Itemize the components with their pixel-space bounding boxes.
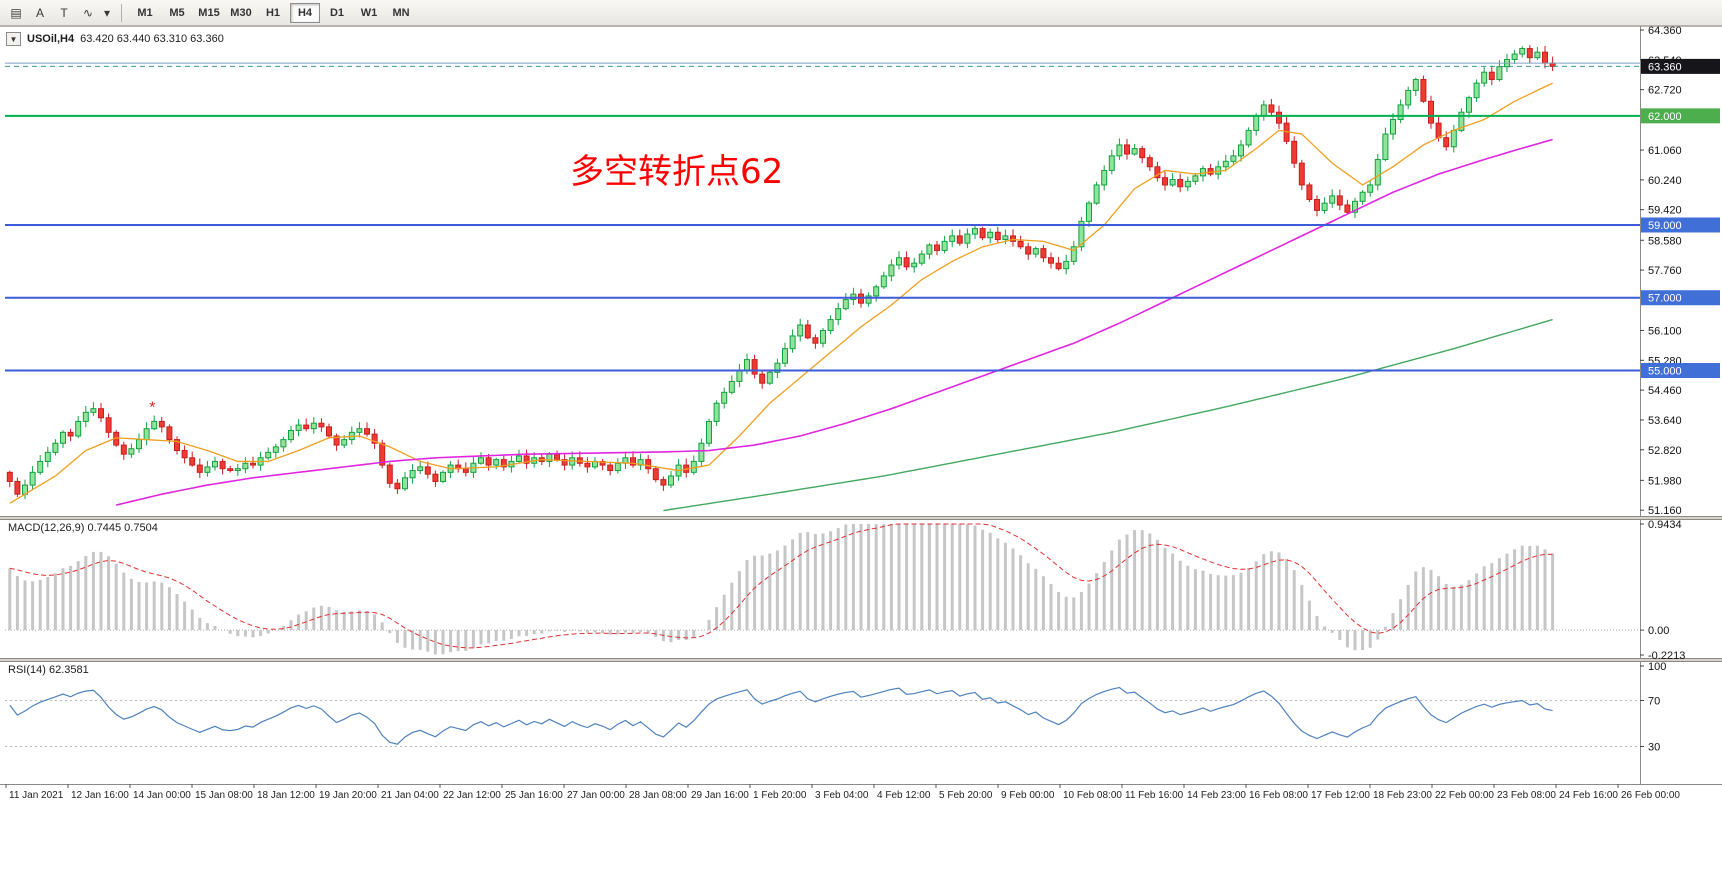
svg-text:18 Jan 12:00: 18 Jan 12:00 xyxy=(257,790,315,801)
svg-text:51.160: 51.160 xyxy=(1648,505,1682,517)
svg-text:11 Jan 2021: 11 Jan 2021 xyxy=(9,790,64,801)
svg-text:30: 30 xyxy=(1648,742,1660,754)
svg-text:15 Jan 08:00: 15 Jan 08:00 xyxy=(195,790,253,801)
svg-text:23 Feb 08:00: 23 Feb 08:00 xyxy=(1497,790,1556,801)
svg-text:28 Jan 08:00: 28 Jan 08:00 xyxy=(629,790,687,801)
svg-text:3 Feb 04:00: 3 Feb 04:00 xyxy=(815,790,869,801)
svg-text:0.00: 0.00 xyxy=(1648,625,1669,637)
pane-borders xyxy=(0,26,1722,785)
svg-text:56.100: 56.100 xyxy=(1648,325,1682,337)
svg-text:100: 100 xyxy=(1648,661,1666,673)
level-lines[interactable] xyxy=(5,62,1640,372)
svg-text:16 Feb 08:00: 16 Feb 08:00 xyxy=(1249,790,1308,801)
toolbar: ▤ A T ∿ ▾ M1 M5 M15 M30 H1 H4 D1 W1 MN xyxy=(0,0,1722,26)
mid-ma-magenta xyxy=(116,138,1553,506)
svg-text:*: * xyxy=(149,399,155,416)
timeframe-h4[interactable]: H4 xyxy=(290,2,320,23)
svg-text:62.000: 62.000 xyxy=(1648,111,1682,123)
toolbar-separator xyxy=(121,3,122,22)
svg-text:9 Feb 00:00: 9 Feb 00:00 xyxy=(1001,790,1055,801)
svg-text:52.820: 52.820 xyxy=(1648,445,1682,457)
svg-text:58.580: 58.580 xyxy=(1648,235,1682,247)
timeframe-h1[interactable]: H1 xyxy=(265,6,281,19)
svg-text:57.000: 57.000 xyxy=(1648,293,1682,305)
svg-text:1 Feb 20:00: 1 Feb 20:00 xyxy=(753,790,807,801)
timeframe-w1[interactable]: W1 xyxy=(360,6,378,19)
svg-text:26 Feb 00:00: 26 Feb 00:00 xyxy=(1621,790,1680,801)
price-badge xyxy=(1641,362,1720,378)
svg-text:27 Jan 00:00: 27 Jan 00:00 xyxy=(567,790,625,801)
annotate-text-icon[interactable]: A xyxy=(35,5,44,20)
svg-text:18 Feb 23:00: 18 Feb 23:00 xyxy=(1373,790,1432,801)
svg-text:62.720: 62.720 xyxy=(1648,85,1682,97)
svg-text:57.760: 57.760 xyxy=(1648,265,1682,277)
timeframe-mn[interactable]: MN xyxy=(392,6,410,19)
price-badge xyxy=(1641,217,1720,233)
symbol-header: ▼ USOil,H4 63.420 63.440 63.310 63.360 xyxy=(6,32,224,46)
dropdown-caret-icon[interactable]: ▾ xyxy=(103,5,111,20)
svg-text:55.000: 55.000 xyxy=(1648,365,1682,377)
macd-indicator-label: MACD(12,26,9) 0.7445 0.7504 xyxy=(8,522,158,534)
svg-text:51.980: 51.980 xyxy=(1648,475,1682,487)
timeframe-m30[interactable]: M30 xyxy=(230,6,252,19)
chart-canvas[interactable]: *64.36063.54062.72061.06060.24059.42058.… xyxy=(0,26,1722,896)
price-badge xyxy=(1641,108,1720,124)
symbol-label: USOil,H4 xyxy=(27,33,75,45)
timeframe-d1[interactable]: D1 xyxy=(329,6,345,19)
time-axis[interactable]: 11 Jan 2021 12 Jan 16:00 14 Jan 00:00 15 Ja… xyxy=(5,784,1680,801)
svg-text:64.360: 64.360 xyxy=(1648,26,1682,37)
svg-text:24 Feb 16:00: 24 Feb 16:00 xyxy=(1559,790,1618,801)
svg-text:53.640: 53.640 xyxy=(1648,415,1682,427)
svg-text:59.000: 59.000 xyxy=(1648,220,1682,232)
rsi-pane[interactable] xyxy=(5,686,1640,747)
pane-splitters[interactable] xyxy=(0,516,1722,662)
svg-text:10 Feb 08:00: 10 Feb 08:00 xyxy=(1063,790,1122,801)
svg-text:19 Jan 20:00: 19 Jan 20:00 xyxy=(319,790,377,801)
svg-text:11 Feb 16:00: 11 Feb 16:00 xyxy=(1125,790,1184,801)
svg-text:14 Jan 00:00: 14 Jan 00:00 xyxy=(133,790,191,801)
indicators-icon[interactable]: ∿ xyxy=(82,5,94,20)
svg-text:70: 70 xyxy=(1648,696,1660,708)
svg-text:0.9434: 0.9434 xyxy=(1648,519,1682,531)
svg-text:5 Feb 20:00: 5 Feb 20:00 xyxy=(939,790,993,801)
svg-text:29 Jan 16:00: 29 Jan 16:00 xyxy=(691,790,749,801)
macd-pane[interactable] xyxy=(5,523,1640,655)
ohlc-readout: 63.420 63.440 63.310 63.360 xyxy=(80,33,224,45)
chart-annotation-text[interactable]: 多空转折点62 xyxy=(570,152,784,192)
svg-text:25 Jan 16:00: 25 Jan 16:00 xyxy=(505,790,563,801)
timeframe-m5[interactable]: M5 xyxy=(169,6,185,19)
macd-name: MACD(12,26,9) xyxy=(8,522,85,534)
chart-mode-icon[interactable]: ▤ xyxy=(10,5,22,20)
svg-text:59.420: 59.420 xyxy=(1648,205,1682,217)
candles-layer[interactable]: * xyxy=(6,45,1556,500)
svg-text:22 Feb 00:00: 22 Feb 00:00 xyxy=(1435,790,1494,801)
svg-text:-0.2213: -0.2213 xyxy=(1648,650,1685,662)
chart-area: *64.36063.54062.72061.06060.24059.42058.… xyxy=(0,26,1722,896)
svg-text:54.460: 54.460 xyxy=(1648,385,1682,397)
rsi-value: 62.3581 xyxy=(48,664,89,676)
svg-text:17 Feb 12:00: 17 Feb 12:00 xyxy=(1311,790,1370,801)
rsi-indicator-label: RSI(14) 62.3581 xyxy=(8,664,89,676)
svg-text:63.360: 63.360 xyxy=(1648,61,1682,73)
timeframe-m15[interactable]: M15 xyxy=(198,6,220,19)
macd-values: 0.7445 0.7504 xyxy=(87,522,158,534)
price-axis[interactable]: 64.36063.54062.72061.06060.24059.42058.5… xyxy=(1640,26,1720,754)
price-badge xyxy=(1641,58,1720,74)
price-badge xyxy=(1641,290,1720,306)
svg-text:12 Jan 16:00: 12 Jan 16:00 xyxy=(71,790,129,801)
svg-text:60.240: 60.240 xyxy=(1648,175,1682,187)
slow-ma-green xyxy=(663,318,1553,512)
rsi-name: RSI(14) xyxy=(8,664,46,676)
svg-text:4 Feb 12:00: 4 Feb 12:00 xyxy=(877,790,931,801)
moving-averages xyxy=(9,82,1553,512)
svg-text:21 Jan 04:00: 21 Jan 04:00 xyxy=(381,790,439,801)
timeframe-m1[interactable]: M1 xyxy=(137,6,153,19)
svg-text:14 Feb 23:00: 14 Feb 23:00 xyxy=(1187,790,1246,801)
fast-ma-orange xyxy=(9,82,1553,504)
one-click-trading-toggle[interactable]: ▼ xyxy=(6,32,21,46)
svg-text:61.060: 61.060 xyxy=(1648,145,1682,157)
template-icon[interactable]: T xyxy=(60,5,68,20)
svg-text:22 Jan 12:00: 22 Jan 12:00 xyxy=(443,790,501,801)
